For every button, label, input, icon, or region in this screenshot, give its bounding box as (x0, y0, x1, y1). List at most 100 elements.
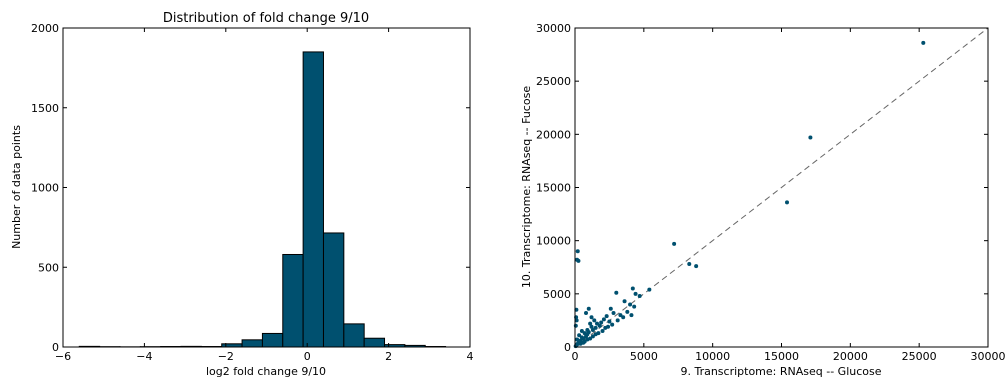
histogram-panel: Distribution of fold change 9/10 −6 −4 −2 0… (10, 11, 474, 378)
scatter-point (579, 329, 584, 334)
scatter-point (632, 304, 637, 309)
scatter-point (593, 325, 598, 330)
scatter-x-tick-label: 15000 (764, 350, 799, 363)
histogram-bar (302, 51, 324, 348)
histogram-y-ticks: 0 500 1000 1500 2000 (31, 22, 470, 354)
histogram-bar (282, 253, 304, 348)
scatter-point (584, 334, 589, 339)
histogram-bars (78, 51, 447, 348)
scatter-point (577, 333, 582, 338)
scatter-point (574, 318, 579, 323)
scatter-point (622, 299, 627, 304)
scatter-point (615, 318, 620, 323)
scatter-point (592, 318, 597, 323)
scatter-point (590, 327, 595, 332)
scatter-point (589, 315, 594, 320)
histogram-y-tick-label: 500 (38, 261, 59, 274)
scatter-x-tick-label: 10000 (695, 350, 730, 363)
histogram-x-axis-label: log2 fold change 9/10 (206, 365, 326, 378)
scatter-point (575, 341, 580, 346)
scatter-point (694, 264, 699, 269)
scatter-point (618, 313, 623, 318)
histogram-y-tick-label: 2000 (31, 22, 59, 35)
scatter-point (687, 262, 692, 267)
scatter-y-tick-label: 0 (564, 341, 571, 354)
scatter-point (597, 323, 602, 328)
scatter-point (579, 335, 584, 340)
scatter-x-tick-label: 0 (572, 350, 579, 363)
histogram-y-tick-label: 1000 (31, 182, 59, 195)
histogram-y-tick-label: 1500 (31, 102, 59, 115)
scatter-point (921, 40, 926, 45)
scatter-point (637, 293, 642, 298)
histogram-bar (343, 323, 365, 348)
scatter-point (585, 337, 590, 342)
scatter-y-axis-label: 10. Transcriptome: RNAseq -- Fucose (520, 86, 533, 288)
scatter-point (630, 286, 635, 291)
scatter-reference-line (574, 27, 989, 348)
scatter-point (586, 306, 591, 311)
histogram-x-ticks: −6 −4 −2 0 2 4 (55, 28, 474, 363)
scatter-point (588, 321, 593, 326)
scatter-point (604, 314, 609, 319)
histogram-bar (363, 337, 386, 348)
scatter-point (601, 317, 606, 322)
histogram-plot-area (62, 27, 471, 348)
scatter-point (611, 310, 616, 315)
scatter-point (785, 200, 790, 205)
scatter-point (575, 337, 580, 342)
histogram-x-tick-label: 4 (467, 350, 474, 363)
scatter-point (808, 135, 813, 140)
scatter-points (573, 40, 926, 349)
scatter-point (589, 324, 594, 329)
scatter-point (629, 313, 634, 318)
scatter-y-tick-label: 5000 (543, 288, 571, 301)
scatter-point (573, 323, 578, 328)
scatter-point (614, 290, 619, 295)
scatter-point (628, 302, 633, 307)
scatter-point (575, 249, 580, 254)
scatter-x-tick-label: 5000 (630, 350, 658, 363)
histogram-bar (241, 339, 263, 348)
scatter-point (606, 324, 611, 329)
histogram-y-tick-label: 0 (52, 341, 59, 354)
scatter-point (610, 322, 615, 327)
histogram-x-tick-label: 0 (304, 350, 311, 363)
histogram-bar (322, 232, 345, 348)
scatter-point (608, 306, 613, 311)
histogram-x-tick-label: −4 (136, 350, 152, 363)
scatter-point (584, 310, 589, 315)
scatter-panel: 0 5000 10000 15000 20000 25000 30000 0 5000 1000… (520, 22, 1006, 378)
scatter-point (582, 331, 587, 336)
scatter-y-tick-label: 15000 (536, 182, 571, 195)
scatter-point (595, 321, 600, 326)
scatter-x-axis-label: 9. Transcriptome: RNAseq -- Glucose (680, 365, 881, 378)
scatter-point (600, 329, 605, 334)
histogram-x-tick-label: 2 (385, 350, 392, 363)
histogram-y-axis-label: Number of data points (10, 125, 23, 249)
scatter-point (633, 291, 638, 296)
scatter-point (625, 309, 630, 314)
scatter-point (590, 334, 595, 339)
scatter-point (593, 332, 598, 337)
scatter-y-tick-label: 10000 (536, 235, 571, 248)
scatter-point (607, 319, 612, 324)
scatter-y-ticks: 0 5000 10000 15000 20000 25000 30000 (536, 22, 988, 354)
histogram-x-tick-label: −2 (218, 350, 234, 363)
scatter-x-tick-label: 30000 (971, 350, 1006, 363)
scatter-y-tick-label: 25000 (536, 75, 571, 88)
scatter-point (621, 315, 626, 320)
scatter-point (647, 287, 652, 292)
scatter-point (672, 241, 677, 246)
histogram-title: Distribution of fold change 9/10 (163, 11, 369, 26)
scatter-x-ticks: 0 5000 10000 15000 20000 25000 30000 (572, 28, 1006, 363)
scatter-point (599, 320, 604, 325)
histogram-x-tick-label: −6 (55, 350, 71, 363)
scatter-y-tick-label: 20000 (536, 128, 571, 141)
scatter-point (576, 258, 581, 263)
scatter-x-tick-label: 20000 (833, 350, 868, 363)
histogram-bar (261, 332, 284, 348)
scatter-x-tick-label: 25000 (902, 350, 937, 363)
scatter-y-tick-label: 30000 (536, 22, 571, 35)
